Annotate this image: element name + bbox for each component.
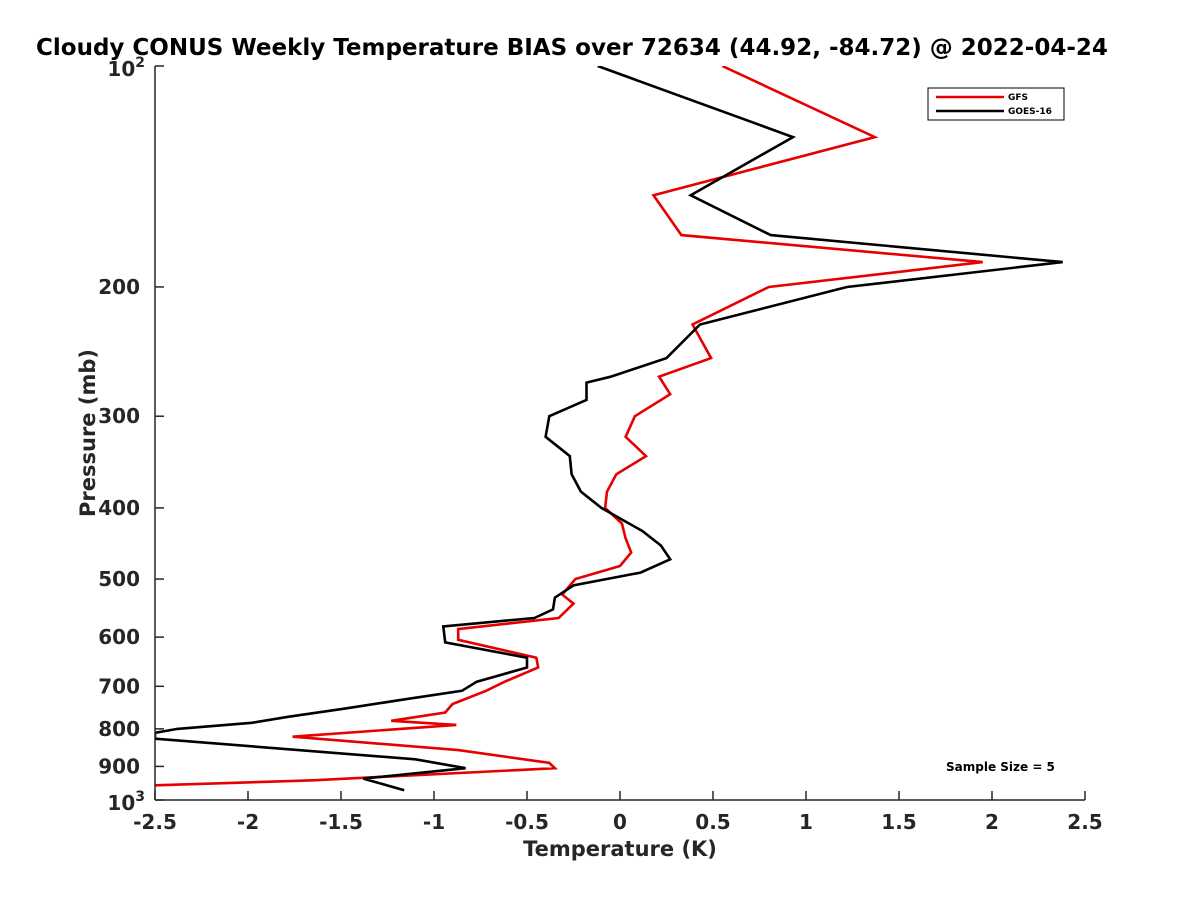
chart-title: Cloudy CONUS Weekly Temperature BIAS ove…: [36, 35, 1108, 61]
y-tick-label: 800: [98, 717, 140, 741]
legend-label-goes16: GOES-16: [1008, 107, 1052, 117]
y-axis-label: Pressure (mb): [76, 349, 100, 517]
legend-label-gfs: GFS: [1008, 93, 1028, 103]
x-tick-label: 2: [985, 810, 999, 834]
y-tick-label: 700: [98, 674, 140, 698]
x-tick-label: -2.5: [133, 810, 177, 834]
x-axis-label: Temperature (K): [523, 837, 717, 861]
x-tick-label: -0.5: [505, 810, 549, 834]
axes-frame: [155, 66, 1085, 800]
x-ticks: -2.5 -2 -1.5 -1 -0.5 0 0.5 1 1.5 2 2.5: [133, 791, 1103, 834]
y-tick-label: 500: [98, 567, 140, 591]
y-tick-label: 900: [98, 754, 140, 778]
x-tick-label: 2.5: [1067, 810, 1102, 834]
series-line-gfs: [155, 66, 983, 787]
x-tick-label: 1.5: [881, 810, 916, 834]
series-line-goes-16: [155, 66, 1063, 792]
series-layer: [155, 66, 1063, 792]
y-tick-label: 200: [98, 275, 140, 299]
x-tick-label: 0: [613, 810, 627, 834]
x-tick-label: 0.5: [695, 810, 730, 834]
y-tick-label: 400: [98, 496, 140, 520]
sample-size-annotation: Sample Size = 5: [946, 760, 1055, 774]
x-tick-label: -1.5: [319, 810, 363, 834]
x-tick-label: -1: [423, 810, 445, 834]
y-tick-label: 600: [98, 625, 140, 649]
legend: GFS GOES-16: [927, 87, 1065, 121]
legend-box: [927, 87, 1065, 121]
y-tick-label: 300: [98, 404, 140, 428]
x-tick-label: 1: [799, 810, 813, 834]
y-tick-label: 103: [107, 789, 145, 815]
y-ticks: 102 200 300 400 500 600 700 800 900 103: [98, 55, 164, 815]
y-tick-label: 102: [107, 55, 145, 81]
x-tick-label: -2: [237, 810, 259, 834]
